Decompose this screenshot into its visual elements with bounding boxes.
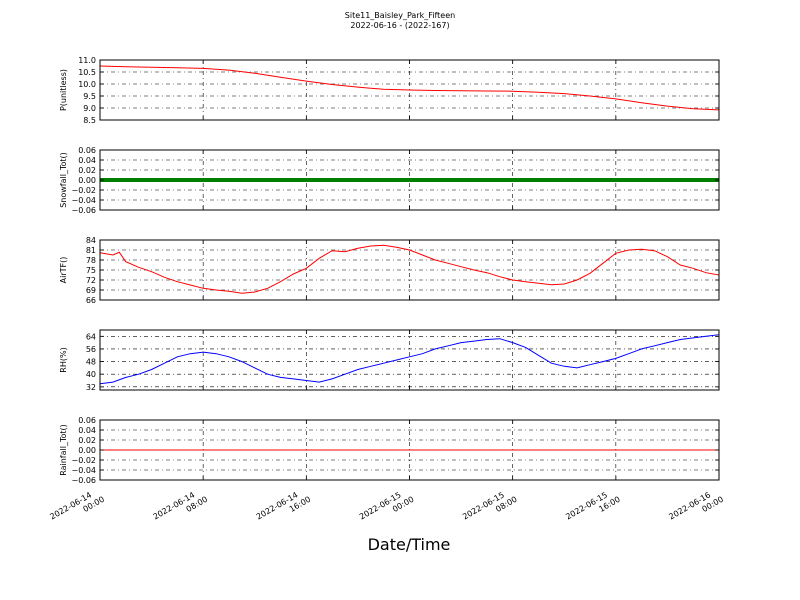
y-tick-label: 10.5 [78,68,96,77]
x-tick-label: 2022-06-1408:00 [152,486,210,530]
y-tick-label: 56 [86,345,96,354]
y-tick-label: 0.04 [78,426,96,435]
y-tick-label: 32 [86,383,96,392]
y-tick-label: 0.02 [78,166,96,175]
y-tick-label: −0.04 [71,466,96,475]
x-tick-label: 2022-06-1600:00 [667,486,725,530]
chart-title: Site11_Baisley_Park_Fifteen [344,11,456,20]
series-line [99,65,720,111]
y-axis-label: Rainfall_Tot() [59,424,68,476]
chart-subtitle: 2022-06-16 - (2022-167) [350,21,450,30]
x-tick-label: 2022-06-1500:00 [358,486,416,530]
y-tick-label: 0.06 [78,146,96,155]
y-tick-label: 81 [86,246,96,255]
y-tick-label: 0.00 [78,446,96,455]
y-tick-label: 78 [86,256,96,265]
y-tick-label: 84 [86,236,96,245]
y-tick-label: −0.02 [71,186,96,195]
y-axis-label: Snowfall_Tot() [59,152,68,208]
x-tick-label: 2022-06-1516:00 [564,486,622,530]
y-tick-label: 11.0 [78,56,96,65]
y-axis-label: AirTF() [59,257,68,284]
series-line [99,333,720,385]
x-tick-label: 2022-06-1508:00 [461,486,519,530]
y-tick-label: 75 [86,266,96,275]
y-tick-label: −0.06 [71,476,96,485]
y-tick-label: 40 [86,370,96,379]
y-tick-label: 64 [86,332,96,341]
x-tick-label: 2022-06-1400:00 [48,486,106,530]
y-tick-label: 9.5 [83,92,96,101]
series-line [99,244,720,294]
y-tick-label: −0.02 [71,456,96,465]
y-tick-label: 66 [86,296,96,305]
y-tick-label: −0.04 [71,196,96,205]
y-tick-label: 0.00 [78,176,96,185]
y-tick-label: 48 [86,358,96,367]
y-tick-label: 72 [86,276,96,285]
y-axis-label: RH(%) [59,347,68,372]
y-tick-label: 0.02 [78,436,96,445]
y-axis-label: P(unitless) [59,69,68,111]
y-tick-label: 0.06 [78,416,96,425]
y-tick-label: 10.0 [78,80,96,89]
x-axis-label: Date/Time [368,535,451,554]
x-tick-label: 2022-06-1416:00 [255,486,313,530]
y-tick-label: 8.5 [83,116,96,125]
y-tick-label: −0.06 [71,206,96,215]
y-tick-label: 9.0 [83,104,96,113]
y-tick-label: 0.04 [78,156,96,165]
y-tick-label: 69 [86,286,96,295]
